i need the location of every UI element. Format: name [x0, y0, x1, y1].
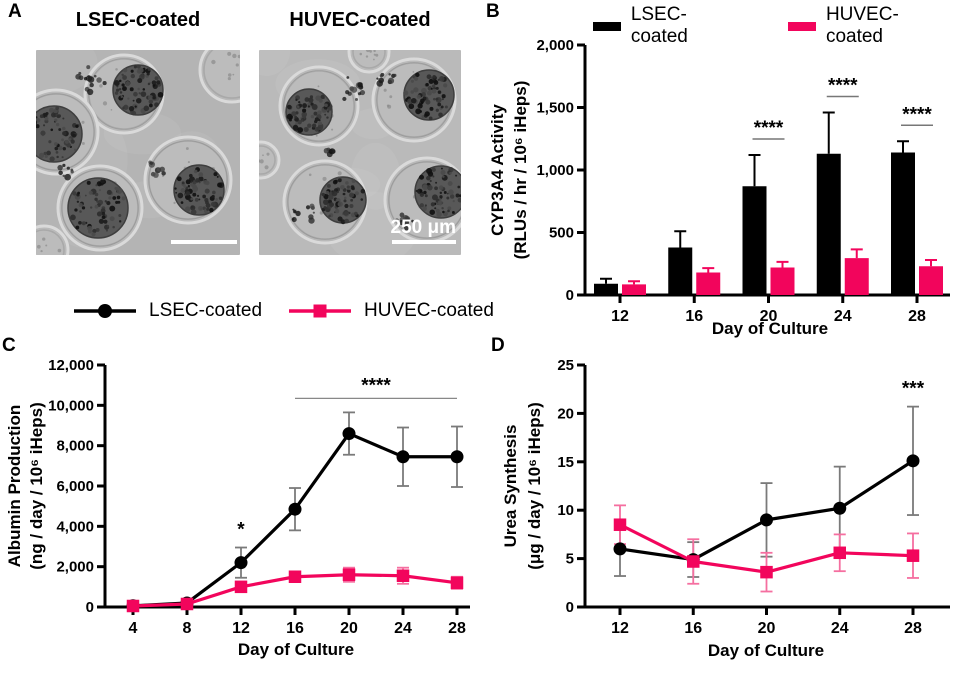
svg-text:10,000: 10,000 — [48, 397, 94, 414]
svg-text:20: 20 — [557, 405, 574, 422]
lsec-color-swatch — [593, 21, 621, 31]
svg-text:(ng / day / 10⁶ iHeps): (ng / day / 10⁶ iHeps) — [27, 402, 46, 569]
svg-text:8: 8 — [183, 620, 192, 637]
svg-text:8,000: 8,000 — [56, 438, 94, 455]
panel-c-label: C — [2, 335, 16, 356]
svg-text:****: **** — [902, 104, 932, 125]
lsec-legend-label: LSEC-coated — [630, 4, 688, 47]
svg-text:500: 500 — [549, 225, 574, 242]
svg-text:1,000: 1,000 — [536, 162, 574, 179]
svg-text:24: 24 — [394, 620, 412, 637]
svg-text:12: 12 — [232, 620, 250, 637]
legend-item-huvec-line: HUVEC-coated — [288, 300, 494, 322]
svg-text:20: 20 — [340, 620, 358, 637]
svg-text:250 μm: 250 μm — [391, 217, 457, 238]
huvec-color-swatch — [788, 21, 816, 31]
legend-item-lsec: LSEC-coated — [593, 4, 743, 48]
svg-text:10: 10 — [557, 502, 574, 519]
svg-text:4,000: 4,000 — [56, 518, 94, 535]
svg-text:0: 0 — [566, 599, 574, 616]
svg-text:(μg / day / 10⁶ iHeps): (μg / day / 10⁶ iHeps) — [525, 402, 544, 570]
svg-text:16: 16 — [685, 308, 703, 325]
svg-text:****: **** — [828, 76, 858, 97]
svg-text:15: 15 — [557, 454, 574, 471]
svg-text:24: 24 — [834, 308, 852, 325]
huvec-legend-label: HUVEC-coated — [825, 4, 899, 47]
svg-text:Day of Culture: Day of Culture — [708, 641, 824, 660]
svg-text:16: 16 — [286, 620, 304, 637]
micrograph-huvec-coated: 250 μm — [259, 50, 461, 255]
svg-text:16: 16 — [684, 620, 702, 637]
svg-text:Day of Culture: Day of Culture — [238, 640, 354, 659]
panel-b-label: B — [486, 1, 500, 22]
svg-text:12,000: 12,000 — [48, 357, 94, 374]
micrograph-lsec-coated — [36, 50, 240, 255]
svg-text:1,500: 1,500 — [536, 100, 574, 117]
svg-text:Urea Synthesis: Urea Synthesis — [501, 425, 520, 548]
svg-text:28: 28 — [908, 308, 926, 325]
svg-text:24: 24 — [831, 620, 849, 637]
svg-text:28: 28 — [448, 620, 466, 637]
svg-text:28: 28 — [904, 620, 922, 637]
svg-text:6,000: 6,000 — [56, 478, 94, 495]
huvec-line-marker-icon — [289, 304, 352, 318]
svg-text:****: **** — [754, 118, 784, 139]
panel-a-title-huvec: HUVEC-coated — [289, 9, 431, 31]
svg-text:****: **** — [361, 375, 391, 396]
lsec-line-marker-icon — [74, 304, 136, 318]
svg-text:Albumin Production: Albumin Production — [5, 405, 24, 567]
line-chart-legend: LSEC-coated HUVEC-coated — [73, 300, 494, 322]
svg-text:5: 5 — [566, 551, 574, 568]
svg-text:0: 0 — [566, 287, 574, 304]
svg-text:CYP3A4 Activity: CYP3A4 Activity — [488, 104, 507, 236]
svg-text:20: 20 — [758, 620, 776, 637]
svg-text:2,000: 2,000 — [56, 559, 94, 576]
svg-text:12: 12 — [611, 620, 629, 637]
panel-d-label: D — [491, 335, 505, 356]
svg-text:*: * — [237, 520, 245, 541]
svg-text:(RLUs / hr / 10⁶ iHeps): (RLUs / hr / 10⁶ iHeps) — [511, 81, 530, 260]
bar-chart-legend: LSEC-coated HUVEC-coated — [593, 4, 955, 48]
svg-text:4: 4 — [129, 620, 138, 637]
legend-item-huvec: HUVEC-coated — [788, 4, 955, 48]
svg-text:2,000: 2,000 — [536, 37, 574, 54]
legend-item-lsec-line: LSEC-coated — [73, 300, 262, 322]
huvec-line-legend-label: HUVEC-coated — [364, 300, 494, 321]
svg-text:25: 25 — [557, 357, 574, 374]
svg-text:Day of Culture: Day of Culture — [712, 319, 828, 338]
svg-text:0: 0 — [86, 599, 94, 616]
svg-text:12: 12 — [611, 308, 629, 325]
svg-text:20: 20 — [760, 308, 778, 325]
svg-text:***: *** — [902, 379, 925, 400]
lsec-line-legend-label: LSEC-coated — [149, 300, 263, 321]
panel-a-title-lsec: LSEC-coated — [75, 9, 201, 31]
panel-a-label: A — [8, 1, 22, 22]
